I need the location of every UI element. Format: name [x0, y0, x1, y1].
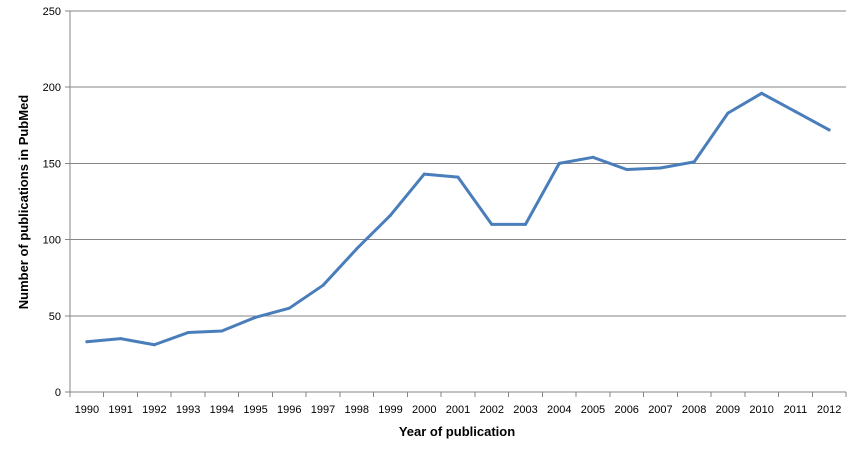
- x-tick-label: 2000: [412, 404, 436, 416]
- series-line: [85, 91, 831, 347]
- y-tick-label: 150: [43, 158, 61, 170]
- x-axis-title: Year of publication: [399, 424, 515, 439]
- x-tick-label: 1998: [345, 404, 369, 416]
- x-tick-label: 1994: [210, 404, 234, 416]
- x-tick-label: 2001: [446, 404, 470, 416]
- axes: [65, 10, 847, 397]
- y-tick-label: 250: [43, 6, 61, 18]
- y-tick-label: 100: [43, 235, 61, 247]
- x-tick-label: 1991: [108, 404, 132, 416]
- gridlines: [70, 10, 846, 317]
- x-tick-label: 2012: [817, 404, 841, 416]
- x-tick-label: 1996: [277, 404, 301, 416]
- data-point: [287, 306, 291, 310]
- series-layer: [85, 91, 831, 347]
- data-point: [591, 155, 595, 159]
- x-tick-label: 2007: [648, 404, 672, 416]
- x-tick-label: 2005: [581, 404, 605, 416]
- x-tick-label: 2009: [716, 404, 740, 416]
- data-point: [726, 111, 730, 115]
- y-tick-label: 0: [55, 387, 61, 399]
- data-point: [85, 340, 89, 344]
- y-axis-title: Number of publications in PubMed: [16, 95, 31, 310]
- x-tick-label: 1999: [378, 404, 402, 416]
- data-point: [119, 337, 123, 341]
- data-point: [760, 91, 764, 95]
- data-point: [827, 128, 831, 132]
- x-tick-label: 2003: [513, 404, 537, 416]
- data-point: [422, 172, 426, 176]
- x-tick-label: 1997: [311, 404, 335, 416]
- x-tick-label: 2011: [784, 404, 808, 416]
- x-tick-label: 1993: [176, 404, 200, 416]
- data-point: [557, 161, 561, 165]
- data-point: [152, 343, 156, 347]
- data-point: [456, 175, 460, 179]
- x-tick-label: 2004: [547, 404, 571, 416]
- x-tick-label: 2010: [749, 404, 773, 416]
- data-point: [389, 213, 393, 217]
- x-tick-label: 2008: [682, 404, 706, 416]
- data-point: [490, 222, 494, 226]
- data-point: [355, 247, 359, 251]
- y-tick-label: 50: [49, 311, 61, 323]
- data-point: [523, 222, 527, 226]
- data-point: [254, 315, 258, 319]
- x-tick-label: 2006: [614, 404, 638, 416]
- y-tick-label: 200: [43, 82, 61, 94]
- data-point: [658, 166, 662, 170]
- data-point: [793, 110, 797, 114]
- x-tick-label: 2002: [479, 404, 503, 416]
- x-tick-label: 1990: [75, 404, 99, 416]
- data-point: [321, 283, 325, 287]
- data-point: [220, 329, 224, 333]
- data-point: [692, 160, 696, 164]
- data-point: [186, 331, 190, 335]
- tick-labels: 0 50 100 150 200 250 1990 1991 1992 1993 1994 1995 1…: [43, 6, 842, 416]
- x-tick-label: 1992: [142, 404, 166, 416]
- data-point: [625, 167, 629, 171]
- x-tick-label: 1995: [243, 404, 267, 416]
